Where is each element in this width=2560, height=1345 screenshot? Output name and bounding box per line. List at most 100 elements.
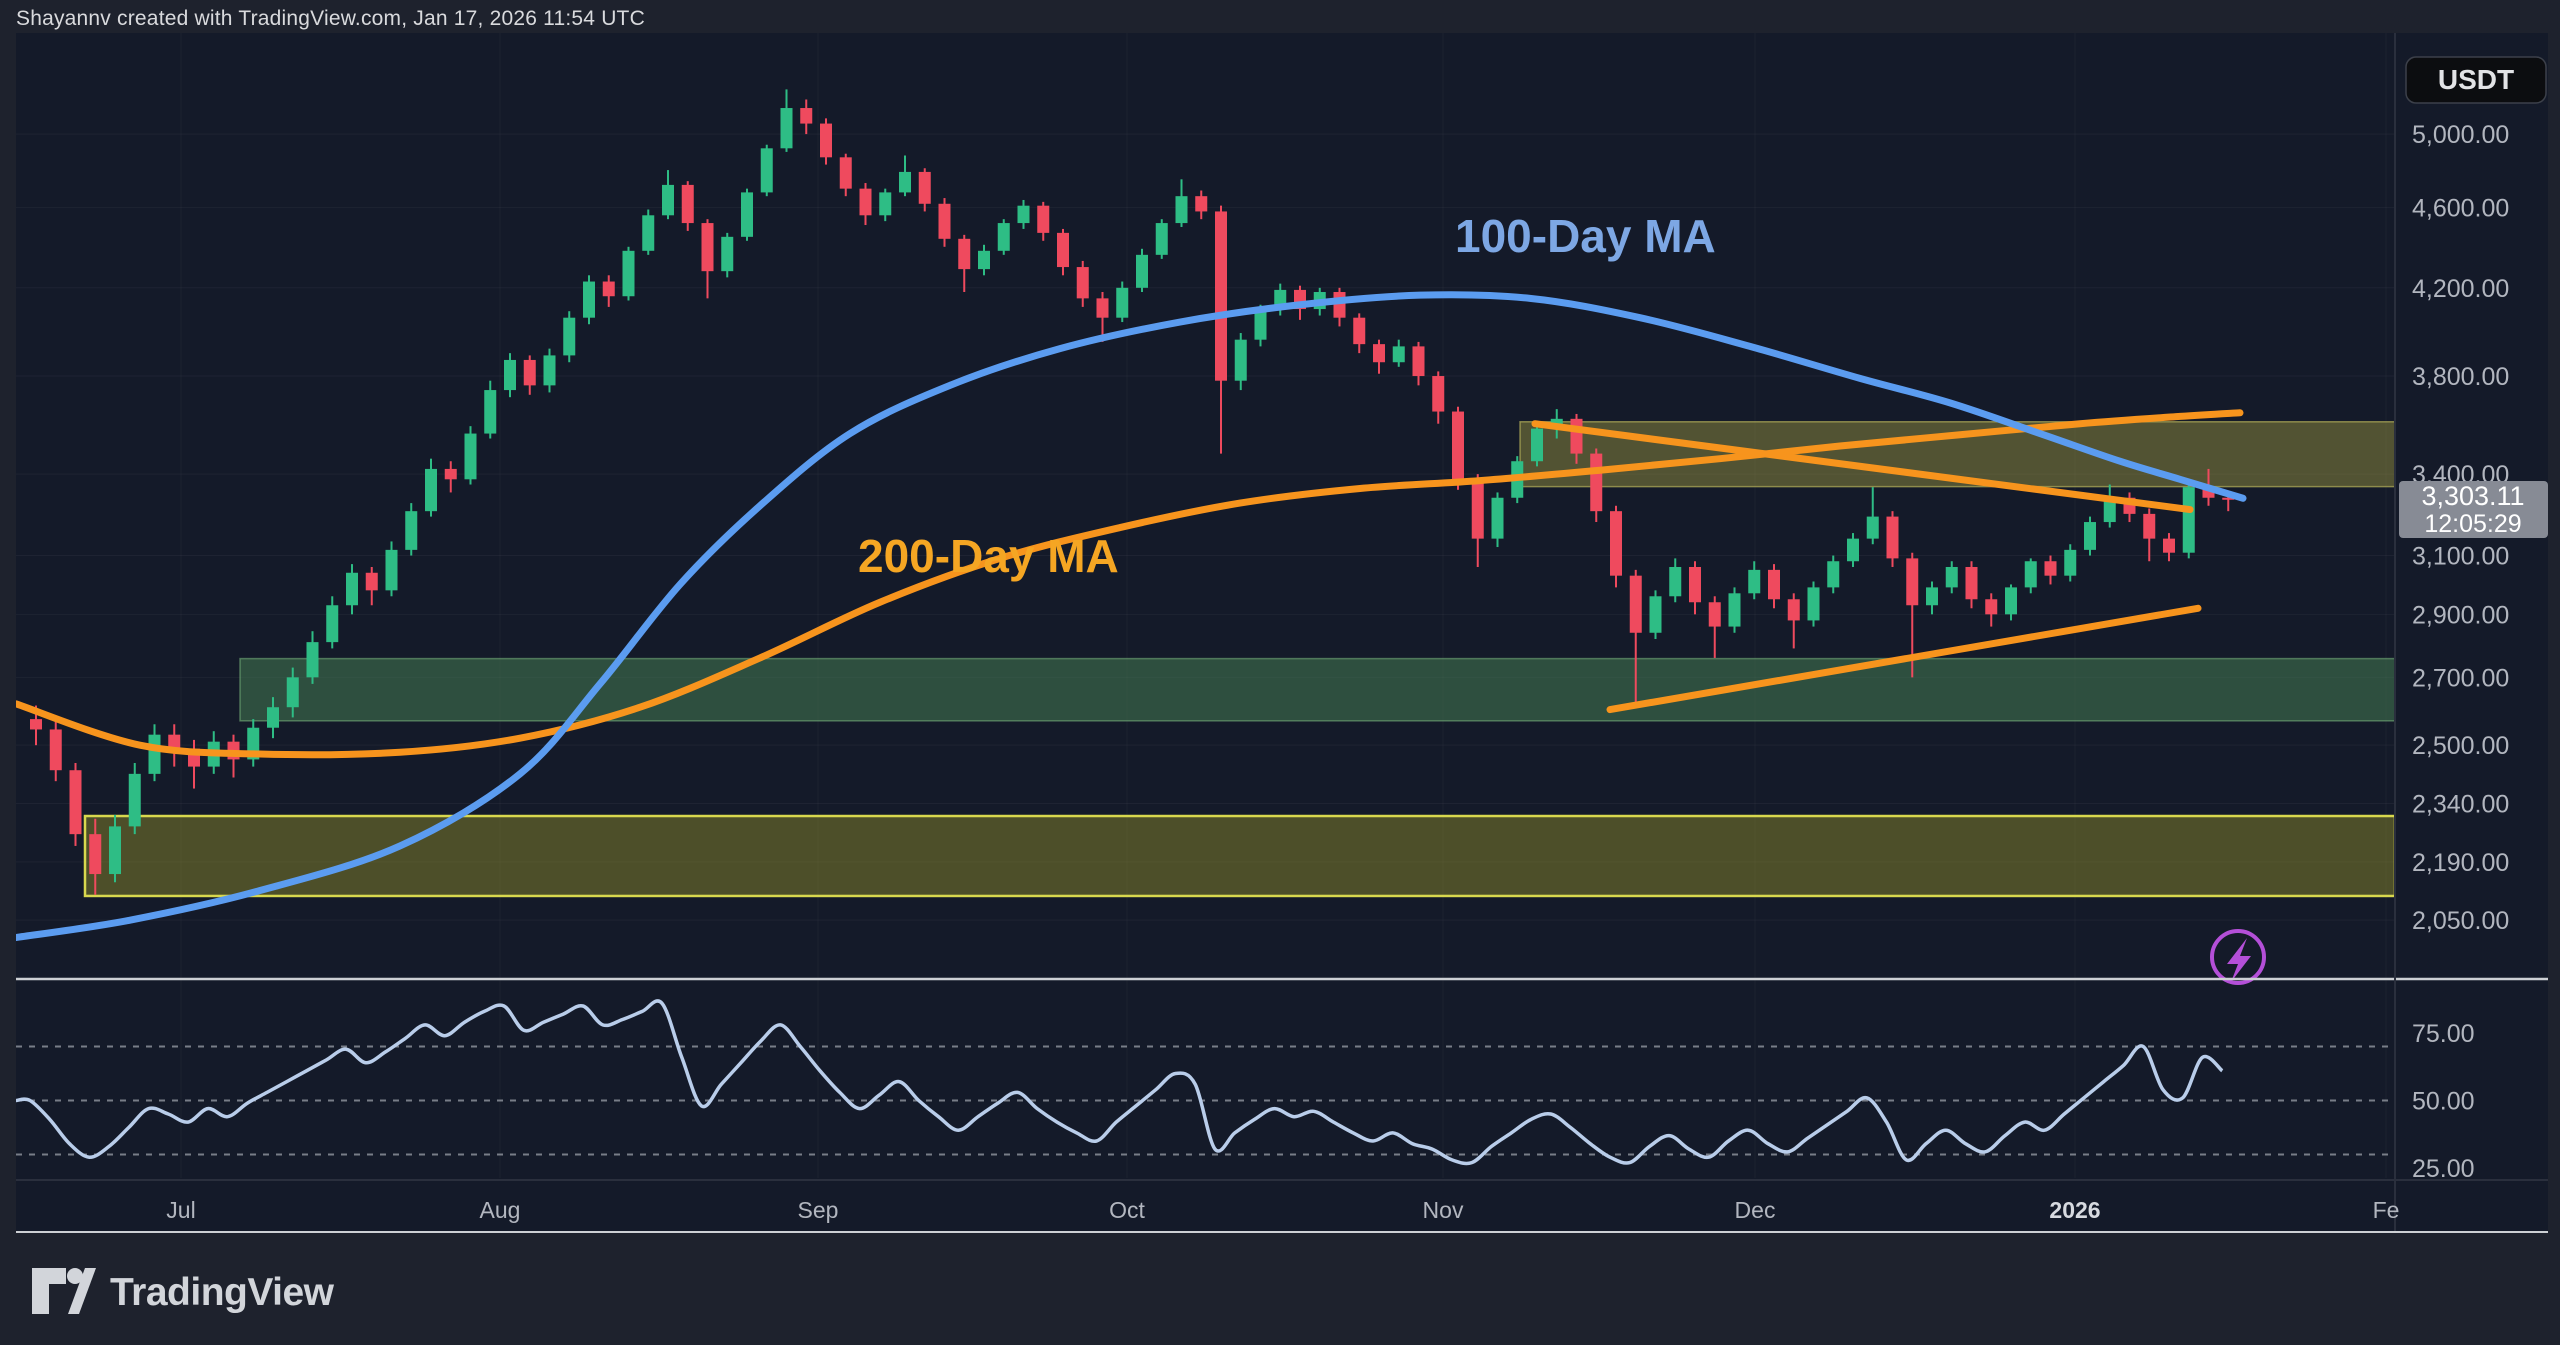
ma100-line (16, 291, 2247, 942)
chart-credit: Shayannv created with TradingView.com, J… (16, 7, 645, 30)
lightning-icon[interactable] (2210, 929, 2266, 985)
currency-badge-text: USDT (2438, 64, 2514, 95)
candle-body (1076, 267, 1089, 299)
candle-body (2084, 522, 2096, 550)
candle-body (1471, 479, 1484, 539)
candle-body (563, 317, 576, 356)
candle-body (1155, 223, 1168, 255)
candle-body (405, 511, 418, 550)
candle-body (286, 677, 299, 708)
candle-body (109, 826, 121, 875)
candle-body (1827, 561, 1840, 588)
candle-body (1926, 587, 1938, 606)
candle-body (1708, 602, 1721, 627)
candle-body (1649, 596, 1662, 633)
time-axis[interactable]: Jul Aug Sep Oct Nov Dec 2026 Fe (166, 1197, 2399, 1223)
candle-body (1768, 569, 1780, 600)
candle-body (148, 734, 161, 774)
ma200-line (16, 409, 2244, 759)
candle-body (1866, 516, 1879, 539)
candle-body (997, 223, 1010, 251)
candle-body (484, 390, 497, 434)
candle-body (2222, 497, 2235, 500)
ascending-trendline[interactable] (1606, 604, 2202, 714)
price-tick-label: 2,340.00 (2412, 790, 2509, 818)
price-tick-label: 2,500.00 (2412, 732, 2509, 760)
candle-body (1195, 196, 1208, 212)
candle-body (1373, 344, 1385, 363)
candle-body (1945, 566, 1958, 588)
candle-body (2064, 549, 2077, 576)
candle-body (2163, 538, 2175, 553)
price-axis[interactable]: 5,000.004,600.004,200.003,800.003,400.00… (2412, 121, 2509, 935)
candle-body (701, 223, 714, 272)
candle-body (1057, 232, 1069, 268)
candle-body (2044, 561, 2057, 576)
candle-body (1136, 254, 1148, 288)
price-tick-label: 5,000.00 (2412, 121, 2509, 149)
candle-body (2202, 487, 2215, 498)
candle-body (622, 250, 635, 297)
price-tick-label: 2,900.00 (2412, 601, 2509, 629)
candle-body (820, 123, 832, 158)
candle-body (2143, 513, 2156, 539)
candle-body (1728, 593, 1741, 627)
time-tick-label: Oct (1109, 1197, 1145, 1223)
candle-body (1037, 205, 1050, 233)
candle-body (1353, 317, 1366, 345)
candle-body (1491, 497, 1504, 539)
candle-body (1886, 516, 1899, 559)
ma100-label: 100-Day MA (1455, 210, 1716, 262)
candle-body (49, 729, 62, 771)
time-tick-label: Fe (2373, 1197, 2400, 1223)
candle-body (1392, 346, 1405, 363)
candle-body (326, 605, 339, 643)
time-tick-label: 2026 (2049, 1197, 2100, 1223)
candle-body (464, 433, 477, 480)
candle-body (2005, 587, 2017, 615)
candle-body (1807, 587, 1820, 621)
candle-body (1906, 558, 1919, 606)
candle-body (346, 572, 358, 606)
candle-body (602, 281, 615, 297)
descending-trendline[interactable] (1531, 420, 2194, 514)
rsi-axis[interactable]: 75.00 50.00 25.00 (2412, 1020, 2475, 1183)
time-tick-label: Nov (1423, 1197, 1464, 1223)
candle-body (2103, 497, 2116, 523)
support-zone-yellow (83, 814, 2395, 898)
tradingview-footer[interactable]: TradingView (30, 1266, 334, 1320)
candle-body (958, 238, 971, 270)
candle-body (385, 549, 398, 591)
candle-body (365, 572, 378, 591)
candle-body (1689, 566, 1701, 603)
rsi-tick-label: 75.00 (2412, 1020, 2475, 1048)
candle-body (128, 773, 141, 827)
candle-body (1432, 376, 1445, 412)
candle-body (1847, 538, 1859, 562)
candle-body (642, 215, 655, 251)
candle-body (938, 203, 951, 239)
candle-body (1787, 599, 1800, 621)
last-price-value: 3,303.11 (2421, 481, 2524, 511)
candle-body (1116, 287, 1129, 318)
candle-body (681, 184, 694, 224)
bar-countdown: 12:05:29 (2424, 510, 2521, 538)
candle-body (1590, 453, 1603, 512)
candle-body (741, 192, 753, 237)
price-pane[interactable] (16, 89, 2395, 942)
time-tick-label: Sep (798, 1197, 839, 1223)
support-zone-green (239, 657, 2395, 722)
candle-body (1234, 339, 1247, 381)
candle-body (89, 834, 102, 875)
candle-body (978, 250, 990, 270)
rsi-pane[interactable] (16, 999, 2395, 1166)
candle-body (662, 184, 674, 216)
candle-body (2024, 561, 2037, 588)
currency-badge[interactable]: USDT (2405, 56, 2547, 104)
candle-body (1629, 575, 1642, 633)
candle-body (1748, 569, 1761, 594)
candle-body (1333, 292, 1346, 318)
candle-body (1175, 196, 1188, 224)
